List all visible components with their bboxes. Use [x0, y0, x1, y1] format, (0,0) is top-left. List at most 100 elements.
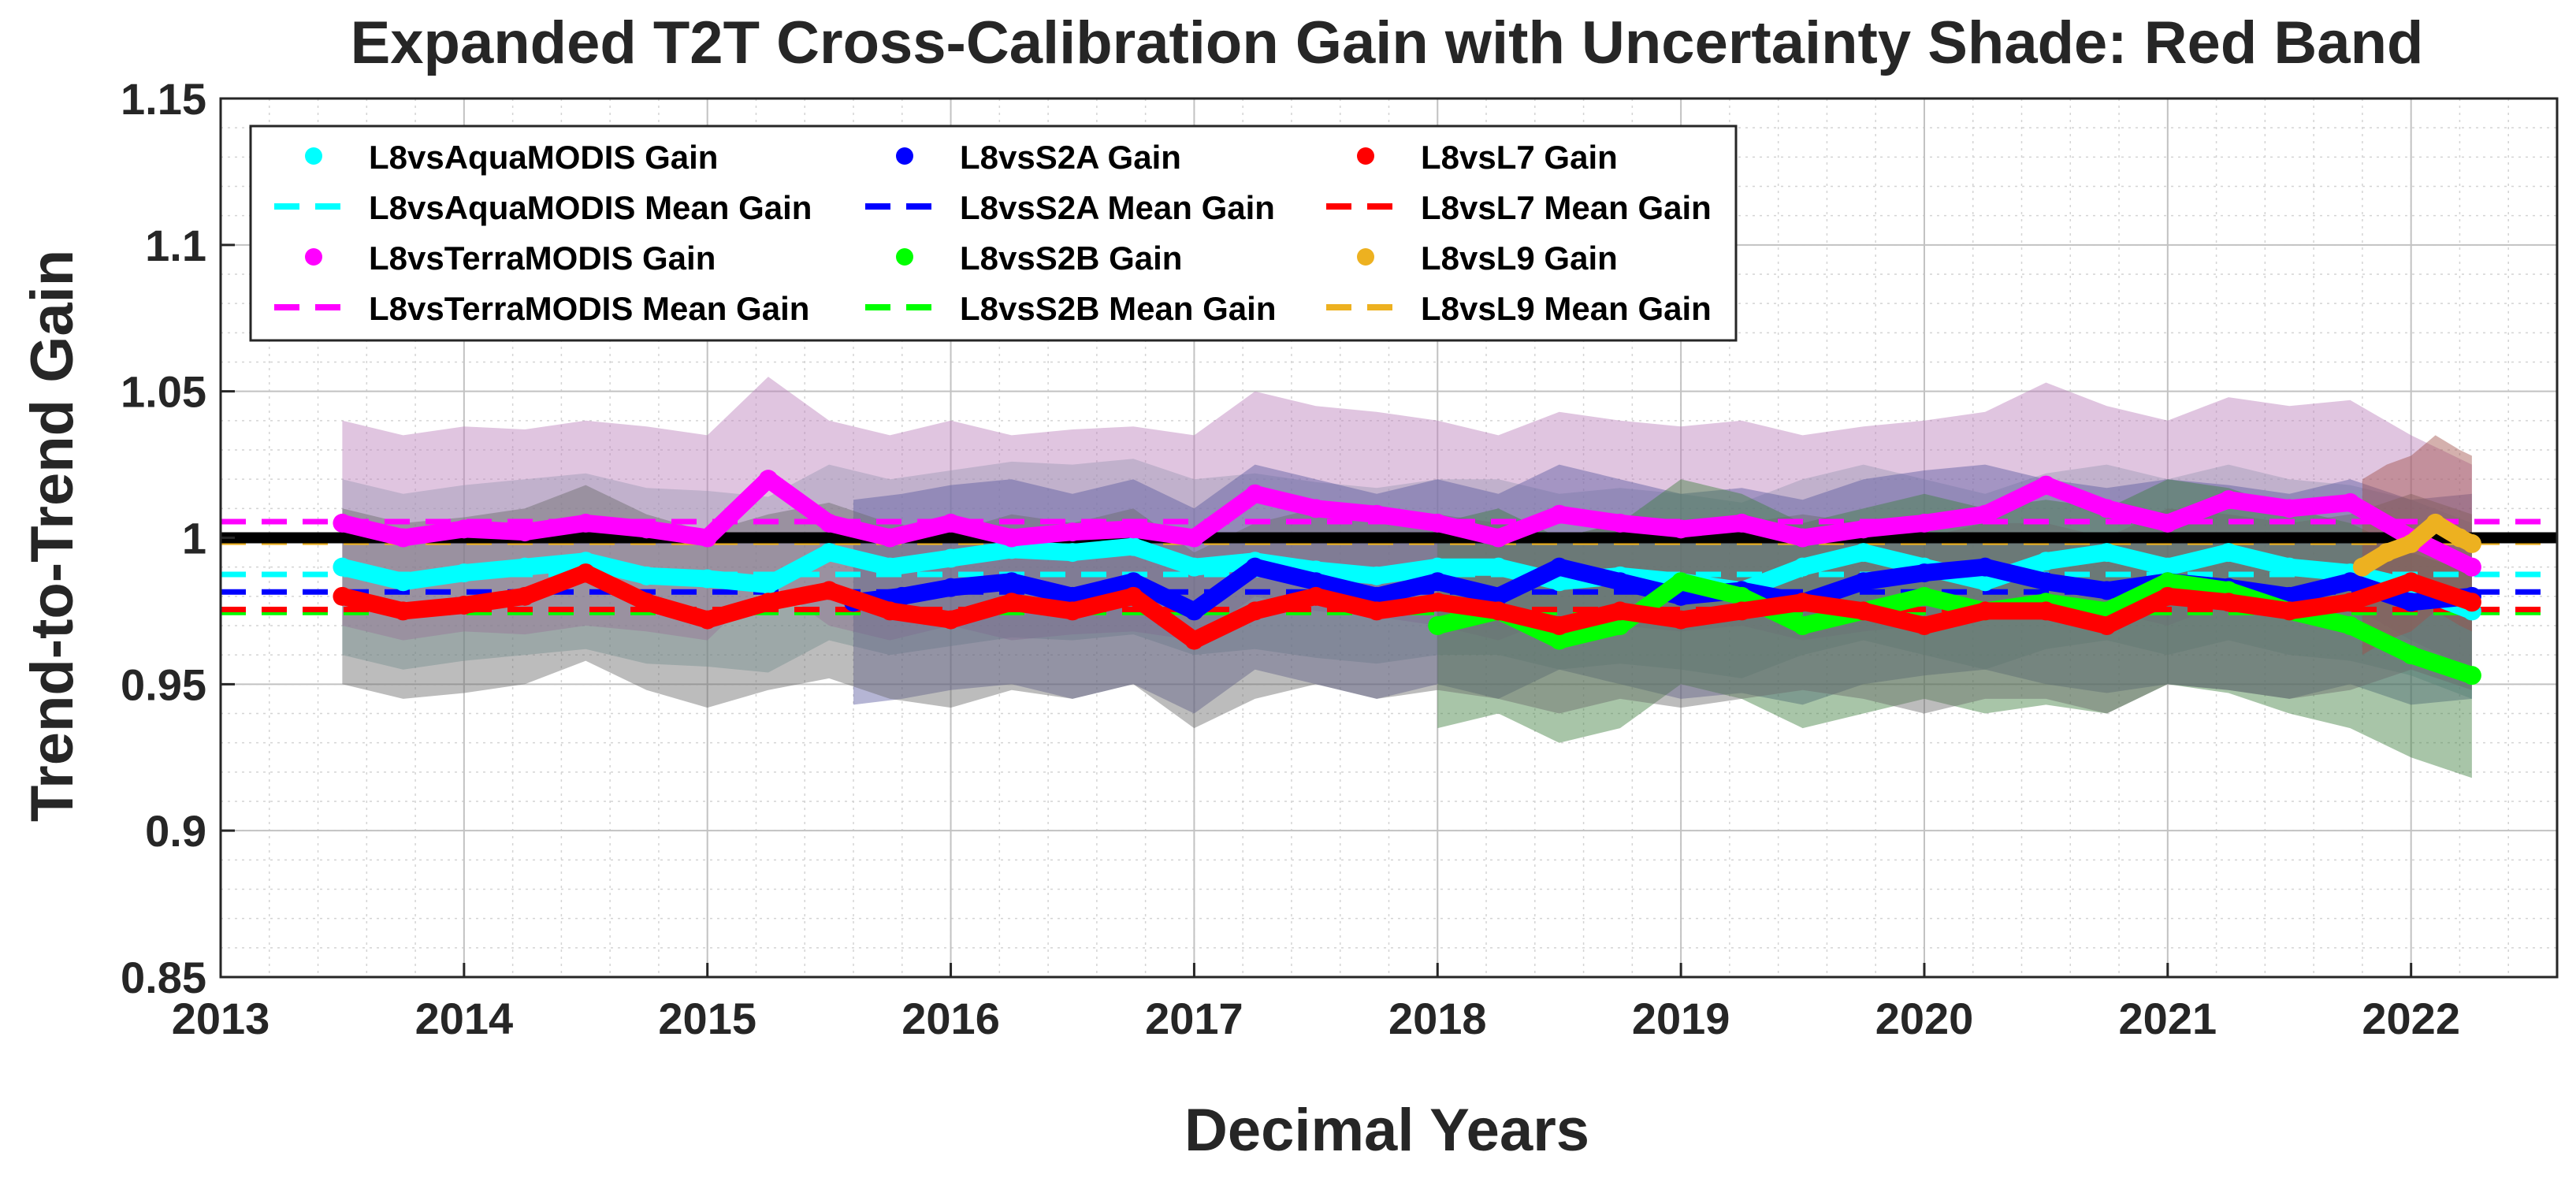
- data-point: [1610, 513, 1630, 533]
- data-point: [1732, 513, 1752, 533]
- data-point: [393, 601, 413, 621]
- data-point: [1367, 504, 1387, 524]
- data-point: [2036, 475, 2056, 495]
- data-point: [1245, 484, 1265, 504]
- data-point: [2425, 513, 2445, 533]
- data-point: [1124, 572, 1143, 592]
- data-point: [1671, 572, 1691, 592]
- y-tick-label: 1: [182, 514, 206, 563]
- legend: L8vsAquaMODIS Gain L8vsS2A Gain L8vsL7 Gai…: [249, 124, 1738, 342]
- y-tick-label: 0.95: [121, 660, 206, 709]
- data-point: [697, 528, 717, 548]
- y-tick-label: 0.85: [121, 953, 206, 1002]
- series-line-l8vsaquamodis-gain: [333, 537, 2481, 620]
- data-point: [1914, 563, 1934, 583]
- data-point: [1062, 522, 1082, 542]
- data-point: [2377, 543, 2396, 563]
- data-point: [1428, 513, 1448, 533]
- series-line-l8vsterramodis-gain: [333, 470, 2481, 576]
- data-point: [2462, 557, 2481, 577]
- data-point: [1853, 543, 1873, 563]
- data-point: [758, 574, 778, 594]
- data-point: [892, 586, 912, 606]
- data-point: [2340, 492, 2360, 512]
- legend-marker-dot: [896, 248, 913, 266]
- data-point: [1245, 601, 1265, 621]
- data-point: [820, 581, 839, 600]
- data-point: [2462, 666, 2481, 686]
- data-point: [1914, 586, 1934, 606]
- data-point: [2401, 645, 2421, 665]
- data-point: [880, 557, 900, 577]
- data-point: [1184, 601, 1204, 621]
- data-point: [1002, 572, 1021, 592]
- data-point: [454, 563, 474, 583]
- data-point: [2401, 572, 2421, 592]
- data-point: [1184, 630, 1204, 650]
- data-point: [697, 569, 717, 589]
- legend-marker-dot: [1357, 147, 1374, 165]
- data-point: [1793, 557, 1812, 577]
- data-point: [1124, 519, 1143, 539]
- data-point: [454, 519, 474, 539]
- data-point: [1428, 572, 1448, 592]
- data-point: [880, 528, 900, 548]
- data-point: [2462, 533, 2481, 553]
- data-point: [2280, 557, 2299, 577]
- data-point: [1489, 557, 1508, 577]
- data-point: [1306, 499, 1325, 518]
- data-point: [2280, 499, 2299, 518]
- legend-label: L8vsS2A Mean Gain: [960, 189, 1275, 226]
- data-point: [941, 610, 961, 630]
- legend-label: L8vsL7 Gain: [1421, 139, 1618, 176]
- data-point: [2401, 593, 2421, 612]
- data-point: [576, 563, 596, 583]
- data-point: [2097, 616, 2117, 635]
- data-point: [820, 513, 839, 533]
- legend-marker-dot: [896, 147, 913, 165]
- legend-label: L8vsS2A Gain: [960, 139, 1181, 176]
- data-point: [1610, 601, 1630, 621]
- legend-label: L8vsS2B Mean Gain: [960, 290, 1276, 327]
- data-point: [2158, 572, 2177, 592]
- data-point: [1489, 601, 1508, 621]
- legend-marker-dot: [305, 147, 322, 165]
- legend-label: L8vsAquaMODIS Gain: [369, 139, 718, 176]
- data-point: [758, 470, 778, 489]
- data-point: [2219, 490, 2239, 510]
- data-point: [1732, 586, 1752, 606]
- data-point: [758, 593, 778, 612]
- x-tick-label: 2020: [1875, 994, 1974, 1043]
- data-point: [1549, 504, 1569, 524]
- data-point: [1549, 616, 1569, 635]
- data-point: [393, 572, 413, 592]
- data-point: [1793, 593, 1812, 612]
- data-point: [1610, 572, 1630, 592]
- y-tick-label: 1.15: [121, 74, 206, 124]
- data-point: [1732, 601, 1752, 621]
- x-tick-label: 2021: [2119, 994, 2217, 1043]
- data-point: [637, 593, 656, 612]
- legend-label: L8vsTerraMODIS Gain: [369, 240, 716, 277]
- data-point: [1306, 572, 1325, 592]
- series-points-l8vsl7-gain: [333, 563, 2481, 650]
- data-point: [1793, 528, 1812, 548]
- data-point: [941, 548, 961, 568]
- chart-title: Expanded T2T Cross-Calibration Gain with…: [351, 9, 2424, 76]
- data-point: [2158, 513, 2177, 533]
- x-axis-label: Decimal Years: [1184, 1097, 1589, 1164]
- series-points-l8vsl9-gain: [2352, 513, 2481, 577]
- data-point: [697, 610, 717, 630]
- data-point: [2097, 581, 2117, 600]
- data-point: [1549, 630, 1569, 650]
- x-tick-label: 2017: [1145, 994, 1243, 1043]
- data-point: [637, 519, 656, 539]
- y-axis-label: Trend-to-Trend Gain: [19, 250, 86, 822]
- series-points-l8vsterramodis-gain: [333, 470, 2481, 577]
- data-point: [1853, 601, 1873, 621]
- data-point: [820, 543, 839, 563]
- data-point: [2219, 543, 2239, 563]
- data-point: [1306, 586, 1325, 606]
- data-point: [2401, 533, 2421, 553]
- data-point: [393, 528, 413, 548]
